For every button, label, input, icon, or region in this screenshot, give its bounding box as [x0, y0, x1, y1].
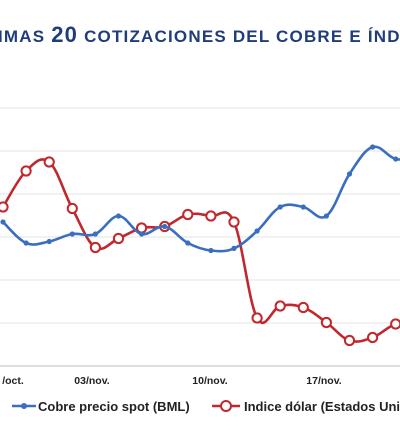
legend-indice-label: Indice dólar (Estados Uni: [244, 399, 400, 414]
indice-point-2: [43, 156, 55, 168]
cobre-point-9: [208, 247, 214, 254]
indice-point-4: [89, 241, 102, 254]
x-tick-label: 10/nov.: [192, 375, 227, 387]
chart-title-suffix: COTIZACIONES DEL COBRE E ÍNDIC: [84, 27, 400, 46]
x-tick-label: /oct.: [2, 375, 24, 387]
cobre-point-8: [185, 240, 191, 246]
x-tick-label: 03/nov.: [74, 375, 109, 387]
indice-point-14: [320, 316, 332, 329]
chart-title: IMAS 20 COTIZACIONES DEL COBRE E ÍNDIC: [0, 22, 400, 48]
legend: Cobre precio spot (BML) Indice dólar (Es…: [12, 399, 400, 414]
cobre-point-14: [323, 213, 329, 219]
cobre-point-13: [300, 204, 306, 210]
chart-title-prefix: IMAS: [0, 27, 46, 46]
legend-cobre-marker: [21, 403, 27, 409]
legend-cobre-label: Cobre precio spot (BML): [38, 399, 190, 414]
x-tick-label: 17/nov.: [306, 375, 341, 387]
cobre-point-6: [139, 231, 145, 237]
indice-point-1: [20, 165, 32, 177]
indice-point-16: [367, 331, 379, 344]
cobre-point-16: [370, 144, 376, 150]
series-layer: [0, 144, 400, 347]
cobre-point-3: [69, 231, 75, 237]
cobre-point-10: [231, 245, 237, 251]
series-line-indice: [1, 158, 400, 343]
indice-point-11: [251, 312, 263, 324]
chart-title-number: 20: [51, 22, 79, 47]
cobre-point-11: [254, 228, 260, 234]
indice-point-9: [205, 210, 217, 222]
cobre-point-12: [277, 204, 283, 210]
cobre-point-17: [393, 156, 399, 162]
cobre-point-15: [346, 171, 353, 177]
indice-point-5: [112, 232, 125, 245]
legend-indice-marker: [220, 400, 232, 412]
indice-point-0: [0, 201, 9, 213]
cobre-point-4: [92, 231, 98, 237]
indice-point-17: [390, 318, 400, 330]
cobre-point-7: [162, 223, 168, 230]
cobre-point-2: [46, 238, 52, 245]
series-line-cobre: [2, 145, 400, 253]
x-axis: /oct. 03/nov. 10/nov. 17/nov.: [2, 375, 342, 387]
indice-point-8: [182, 208, 194, 221]
indice-point-13: [297, 301, 309, 314]
indice-point-3: [66, 202, 78, 215]
indice-point-15: [343, 334, 356, 347]
cobre-point-0: [0, 219, 6, 225]
cobre-point-1: [23, 240, 29, 246]
cobre-point-5: [115, 213, 122, 219]
indice-point-10: [228, 216, 240, 228]
indice-point-12: [274, 300, 286, 312]
